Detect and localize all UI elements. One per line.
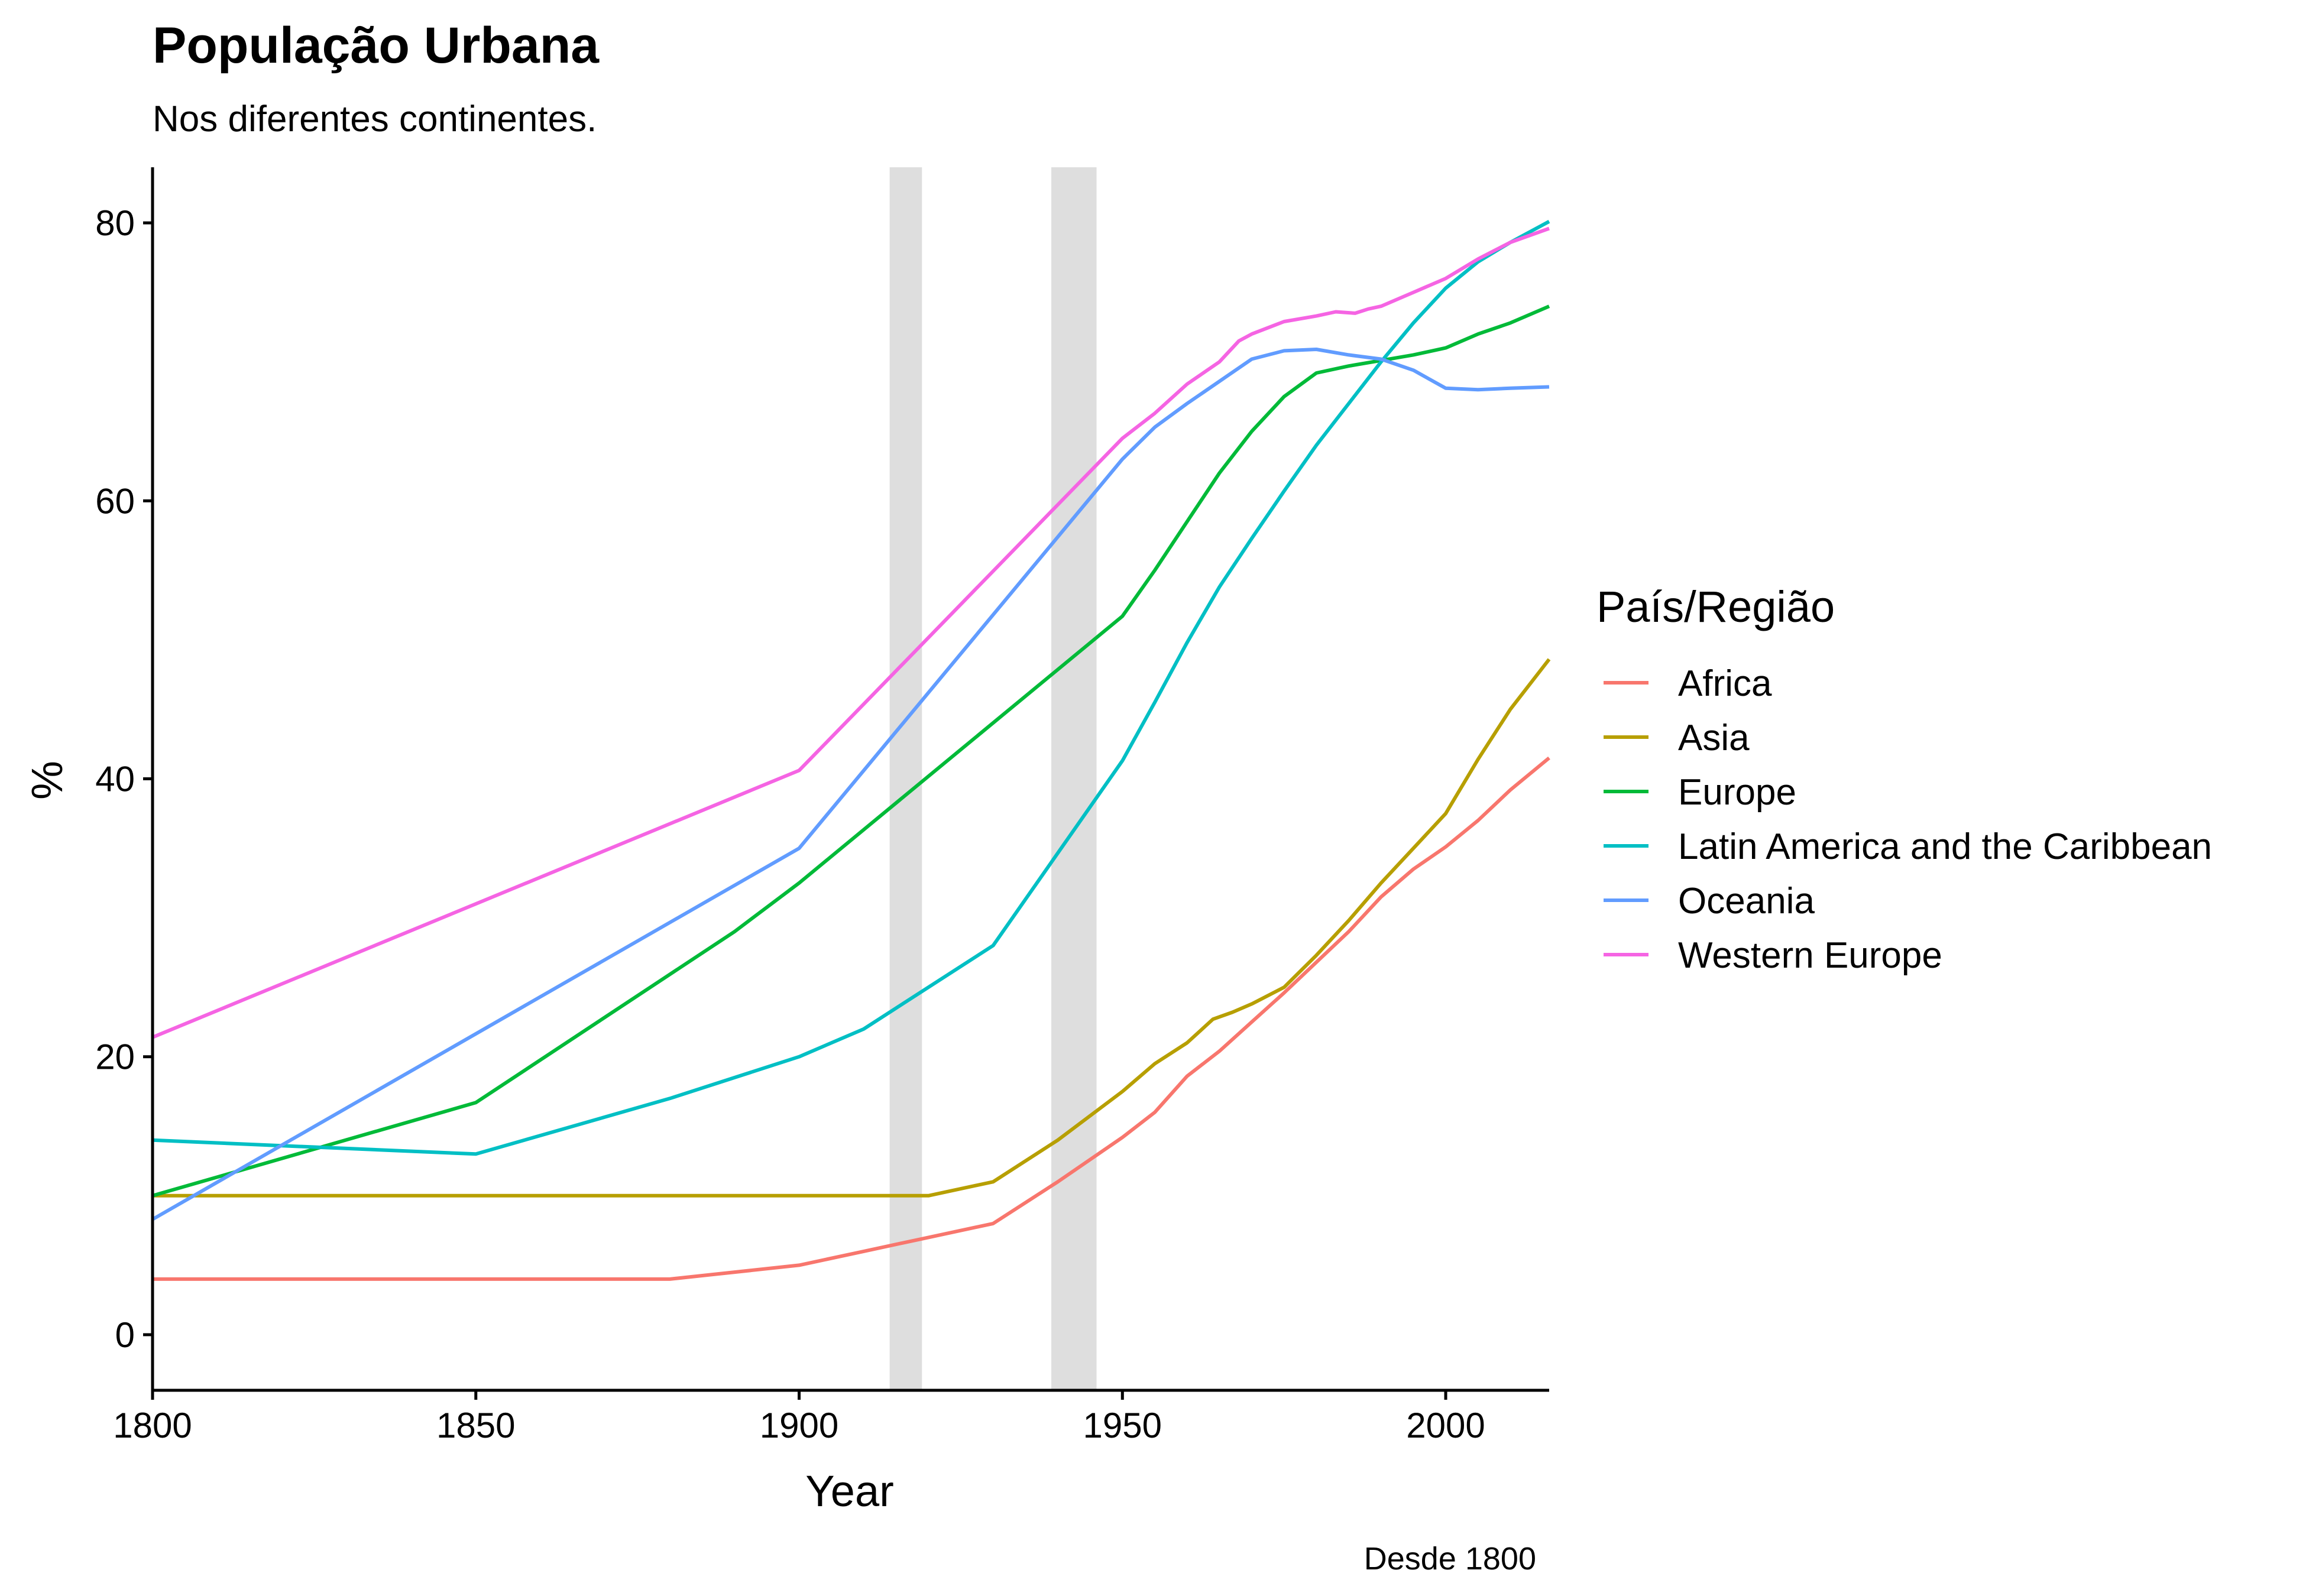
x-tick-label: 1800 [113,1406,192,1445]
axes [151,167,1549,1392]
legend-label-western-europe: Western Europe [1678,935,1942,976]
x-tick-label: 2000 [1406,1406,1485,1445]
chart-subtitle: Nos diferentes continentes. [153,99,597,140]
chart-title: População Urbana [153,17,600,74]
x-tick-label: 1950 [1083,1406,1162,1445]
y-tick-label: 40 [95,760,135,799]
series-line-europe [152,304,1550,1198]
series-line-latin-america-and-the-caribbean [152,220,1550,1156]
y-tick-label: 60 [95,481,135,521]
series-line-oceania [151,348,1550,1221]
x-tick-label: 1850 [436,1406,515,1445]
plot-area: 1800 1850 1900 1950 2000 0 20 40 60 80 [95,167,1551,1445]
legend-label-asia: Asia [1678,718,1750,758]
x-tick-label: 1900 [760,1406,838,1445]
ticks: 1800 1850 1900 1950 2000 0 20 40 60 80 [95,203,1485,1445]
series-line-asia [153,658,1551,1198]
series-line-western-europe [151,226,1550,1039]
legend-label-africa: Africa [1678,663,1772,704]
x-axis-title: Year [805,1467,894,1516]
legend-label-europe: Europe [1678,772,1796,813]
y-axis-title: % [22,761,72,800]
y-tick-label: 20 [95,1037,135,1077]
shaded-periods [889,167,1097,1390]
shaded-period-1 [889,167,922,1390]
legend: Africa Asia Europe Latin America and the Ca… [1604,663,2212,976]
y-tick-label: 0 [115,1315,135,1355]
y-tick-label: 80 [95,203,135,243]
legend-label-latin-america-and-the-caribbean: Latin America and the Caribbean [1678,826,2212,867]
series-line-africa [153,756,1550,1281]
legend-label-oceania: Oceania [1678,881,1815,922]
series-lines [151,220,1551,1281]
shaded-period-2 [1051,167,1097,1390]
legend-title: País/Região [1596,582,1835,631]
chart-caption: Desde 1800 [1364,1541,1536,1576]
